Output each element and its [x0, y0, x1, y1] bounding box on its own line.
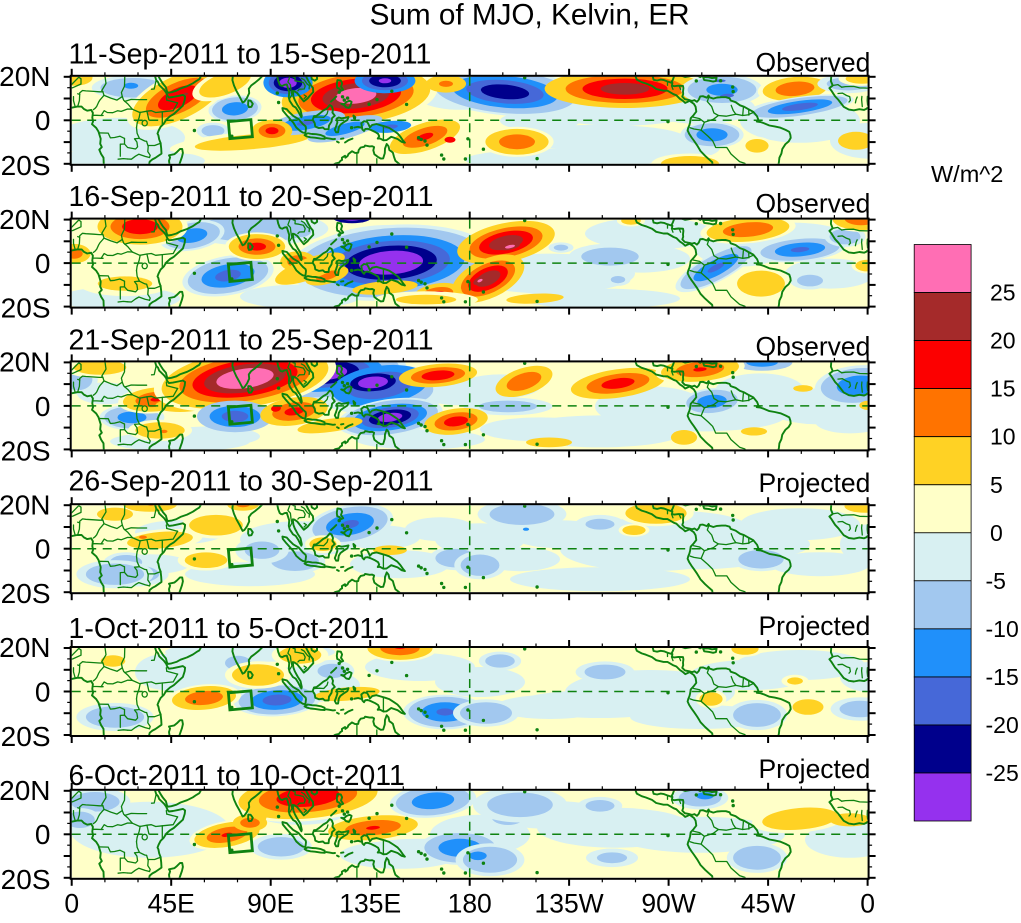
svg-text:6-Oct-2011 to 10-Oct-2011: 6-Oct-2011 to 10-Oct-2011	[69, 760, 405, 792]
svg-text:20N: 20N	[0, 775, 51, 806]
svg-text:16-Sep-2011 to 20-Sep-2011: 16-Sep-2011 to 20-Sep-2011	[69, 181, 434, 213]
svg-text:20S: 20S	[1, 435, 51, 466]
svg-text:26-Sep-2011 to 30-Sep-2011: 26-Sep-2011 to 30-Sep-2011	[69, 466, 434, 498]
svg-text:0: 0	[35, 248, 51, 279]
svg-text:20S: 20S	[1, 864, 51, 895]
svg-text:20S: 20S	[1, 293, 51, 324]
svg-text:0: 0	[35, 534, 51, 565]
svg-text:135E: 135E	[339, 889, 401, 919]
svg-text:1-Oct-2011 to 5-Oct-2011: 1-Oct-2011 to 5-Oct-2011	[69, 613, 390, 645]
svg-text:Sum of MJO, Kelvin, ER: Sum of MJO, Kelvin, ER	[370, 0, 690, 32]
svg-text:135W: 135W	[534, 889, 603, 919]
svg-text:20N: 20N	[0, 489, 51, 520]
svg-text:-5: -5	[986, 568, 1006, 594]
svg-text:0: 0	[35, 676, 51, 707]
svg-text:20S: 20S	[1, 721, 51, 752]
svg-text:Observed: Observed	[756, 331, 871, 361]
svg-text:90E: 90E	[247, 889, 294, 919]
svg-text:-25: -25	[986, 760, 1019, 786]
svg-text:21-Sep-2011 to 25-Sep-2011: 21-Sep-2011 to 25-Sep-2011	[69, 324, 434, 356]
svg-text:10: 10	[990, 424, 1016, 450]
svg-text:-15: -15	[986, 664, 1019, 690]
svg-text:0: 0	[64, 889, 79, 919]
svg-text:20N: 20N	[0, 632, 51, 663]
svg-text:90W: 90W	[641, 889, 696, 919]
svg-text:20N: 20N	[0, 61, 51, 92]
svg-text:45W: 45W	[741, 889, 796, 919]
svg-text:11-Sep-2011 to 15-Sep-2011: 11-Sep-2011 to 15-Sep-2011	[69, 39, 432, 71]
svg-text:-10: -10	[986, 616, 1019, 642]
svg-text:20N: 20N	[0, 204, 51, 235]
svg-text:-20: -20	[986, 712, 1019, 738]
svg-text:Projected: Projected	[758, 754, 870, 784]
svg-text:0: 0	[35, 391, 51, 422]
svg-text:0: 0	[860, 889, 875, 919]
svg-text:15: 15	[990, 376, 1016, 402]
svg-text:25: 25	[990, 280, 1016, 306]
svg-text:Projected: Projected	[758, 468, 870, 498]
svg-text:0: 0	[990, 520, 1003, 546]
svg-text:20: 20	[990, 328, 1016, 354]
svg-text:0: 0	[35, 819, 51, 850]
svg-text:45E: 45E	[148, 889, 195, 919]
svg-text:20N: 20N	[0, 347, 51, 378]
svg-text:20S: 20S	[1, 578, 51, 609]
svg-text:Projected: Projected	[758, 611, 870, 641]
svg-text:Observed: Observed	[756, 48, 871, 78]
svg-text:W/m^2: W/m^2	[931, 161, 1003, 187]
svg-text:5: 5	[990, 472, 1003, 498]
svg-text:180: 180	[448, 889, 492, 919]
svg-text:Observed: Observed	[756, 189, 871, 219]
svg-text:0: 0	[35, 105, 51, 136]
svg-text:20S: 20S	[1, 150, 51, 181]
